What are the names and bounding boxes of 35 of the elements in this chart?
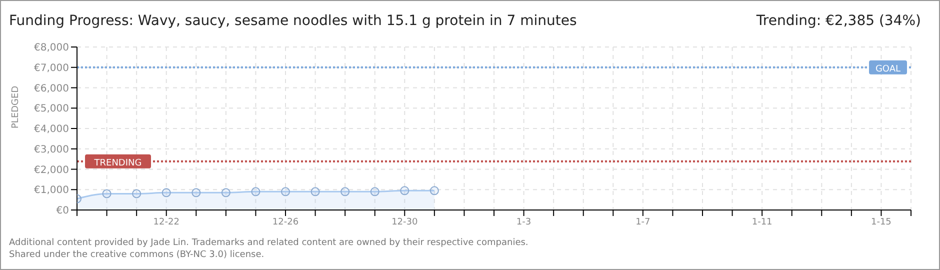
y-tick-label: €8,000 bbox=[34, 42, 69, 54]
chart-subtitle: Trending: €2,385 (34%) bbox=[756, 13, 921, 29]
y-axis-title: PLEDGED bbox=[11, 86, 22, 128]
point bbox=[310, 187, 320, 196]
y-tick-label: €4,000 bbox=[34, 124, 69, 136]
y-tick-label: €0 bbox=[56, 206, 69, 217]
x-tick-label: 1-15 bbox=[870, 217, 892, 228]
point bbox=[370, 187, 380, 196]
chart-title: Funding Progress: Wavy, saucy, sesame noodles with 15.1 g protein in 7 minutes bbox=[9, 13, 577, 29]
point bbox=[192, 188, 201, 198]
point bbox=[430, 186, 439, 196]
point bbox=[162, 188, 171, 198]
point bbox=[400, 186, 410, 196]
x-tick-label: 1-3 bbox=[516, 217, 532, 228]
point bbox=[251, 187, 260, 196]
y-tick-label: €7,000 bbox=[34, 62, 69, 74]
x-tick-label: 1-11 bbox=[752, 217, 772, 228]
point bbox=[102, 189, 112, 198]
ref-line-label: TRENDING bbox=[93, 158, 142, 168]
x-tick-label: 1-7 bbox=[636, 217, 650, 228]
x-tick-label: 12-26 bbox=[272, 217, 299, 228]
y-tick-label: €3,000 bbox=[34, 144, 69, 156]
point bbox=[132, 189, 142, 198]
y-tick-label: €5,000 bbox=[34, 104, 69, 115]
ref-line-label: GOAL bbox=[875, 64, 901, 74]
y-tick-label: €1,000 bbox=[34, 185, 69, 196]
y-tick-label: €6,000 bbox=[34, 83, 69, 94]
text: Additional content provided by Jade Lin. Trademarks and related content are owned by their respective companies. bbox=[9, 237, 528, 249]
text: Shared under the creative commons (BY-NC 3.0) license. bbox=[9, 249, 266, 261]
x-tick-label: 12-22 bbox=[153, 217, 180, 228]
point bbox=[221, 188, 230, 198]
point bbox=[340, 187, 350, 196]
point bbox=[281, 187, 290, 196]
x-tick-label: 12-30 bbox=[392, 217, 418, 228]
y-tick-label: €2,000 bbox=[34, 164, 69, 176]
